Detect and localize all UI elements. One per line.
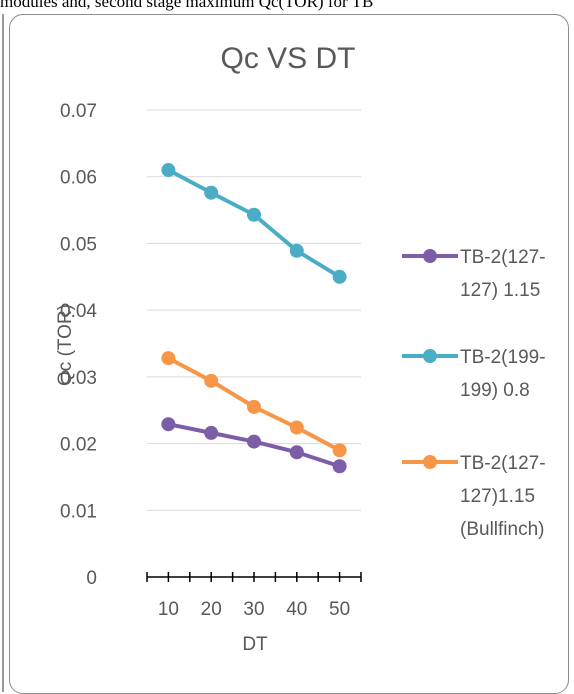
data-point: [289, 243, 304, 258]
x-tick-label: 50: [329, 599, 350, 620]
data-point: [204, 373, 219, 388]
legend-marker-dot: [423, 455, 437, 469]
legend-label: (Bullfinch): [460, 519, 544, 540]
context-text: modules and, second stage maximum Qc(TOR…: [0, 0, 374, 11]
legend-label: TB-2(127-: [460, 247, 546, 268]
series-line: [167, 168, 341, 279]
y-tick-label: 0.06: [60, 168, 97, 189]
chart-area: [9, 14, 569, 694]
gridlines: [147, 109, 361, 511]
y-tick-label: 0.04: [60, 301, 97, 322]
data-point: [332, 459, 347, 474]
y-tick-label: 0: [86, 568, 97, 589]
data-point: [161, 417, 176, 432]
legend-label: 127) 1.15: [460, 280, 540, 301]
y-tick-label: 0.02: [60, 435, 97, 456]
y-axis-title: Qc (TOR): [55, 304, 76, 386]
x-tick-label: 40: [286, 599, 307, 620]
y-tick-label: 0.07: [60, 101, 97, 122]
data-point: [332, 269, 347, 284]
legend-label: 127)1.15: [460, 486, 535, 507]
legend-label: TB-2(127-: [460, 453, 546, 474]
x-tick-label: 30: [243, 599, 264, 620]
chart-title: Qc VS DT: [220, 42, 355, 75]
y-tick-label: 0.05: [60, 234, 97, 255]
series-lines: [161, 163, 347, 474]
data-point: [289, 420, 304, 435]
data-point: [204, 425, 219, 440]
x-axis-ticks: 10 20 30 40 50: [158, 599, 350, 620]
y-axis-ticks: 0 0.01 0.02 0.03 0.04 0.05 0.06 0.07: [60, 101, 97, 589]
data-point: [247, 207, 261, 222]
x-tick-label: 10: [158, 599, 179, 620]
data-point: [161, 163, 176, 178]
legend-label: 199) 0.8: [460, 380, 530, 401]
legend-marker-dot: [423, 249, 437, 263]
data-point: [332, 443, 347, 458]
data-point: [247, 434, 261, 449]
data-point: [289, 445, 304, 460]
data-point: [204, 185, 219, 200]
data-point: [161, 351, 176, 366]
data-point: [247, 399, 261, 414]
frame-border: [2, 14, 4, 692]
legend-marker-dot: [423, 349, 437, 363]
x-axis-title: DT: [242, 634, 268, 655]
y-tick-label: 0.03: [60, 368, 97, 389]
y-tick-label: 0.01: [60, 501, 97, 522]
legend-label: TB-2(199-: [460, 347, 546, 368]
x-axis: [146, 572, 362, 582]
legend: TB-2(127- 127) 1.15 TB-2(199- 199) 0.8 TB-2(…: [402, 247, 546, 540]
x-tick-label: 20: [201, 599, 222, 620]
